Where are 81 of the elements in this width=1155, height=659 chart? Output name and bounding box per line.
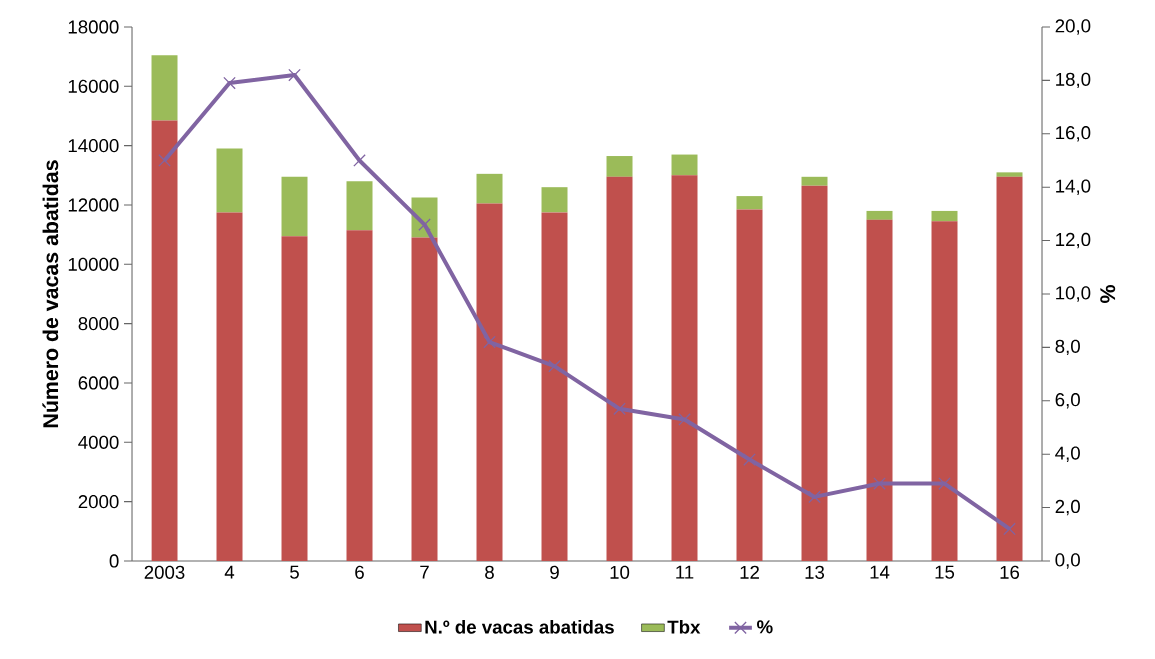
y-tick-label: 16000 xyxy=(68,79,119,93)
y2-tick-label: 8,0 xyxy=(1055,339,1080,356)
bar xyxy=(801,185,828,561)
y-tick-label: 14000 xyxy=(68,139,119,153)
bar xyxy=(541,212,568,561)
point xyxy=(938,477,951,490)
point xyxy=(288,68,301,82)
point xyxy=(418,218,431,231)
bar xyxy=(931,210,958,222)
x-tick-label: 15 xyxy=(935,565,955,579)
bar xyxy=(866,219,893,561)
x-tick-label: 16 xyxy=(1000,565,1020,579)
legend-label: Tbx xyxy=(667,619,701,634)
bar xyxy=(151,55,178,121)
y-tick-label: 8000 xyxy=(78,317,119,331)
point xyxy=(678,413,691,426)
bar xyxy=(216,212,243,561)
point xyxy=(613,402,626,416)
x-tick-label: 7 xyxy=(420,565,429,579)
y2-tick-label: 12,0 xyxy=(1056,232,1091,249)
y2-axis-title: % xyxy=(1100,285,1116,303)
y-tick-label: 2000 xyxy=(78,495,119,509)
y-tick-label: 6000 xyxy=(78,376,119,390)
point xyxy=(808,490,821,504)
bar xyxy=(606,176,633,561)
bar xyxy=(671,175,698,561)
bar xyxy=(736,196,763,210)
y-tick-label: 18000 xyxy=(68,20,119,34)
point xyxy=(483,335,496,349)
x-tick-label: 12 xyxy=(740,565,759,579)
bar xyxy=(281,176,308,237)
point xyxy=(158,154,171,167)
x-tick-label: 5 xyxy=(290,565,299,579)
y2-tick-label: 18,0 xyxy=(1056,72,1091,89)
x-tick-label: 4 xyxy=(224,565,235,579)
x-tick-label: 2003 xyxy=(144,565,185,579)
bar xyxy=(671,154,698,176)
y2-tick-label: 0,0 xyxy=(1055,553,1080,569)
point xyxy=(223,76,236,90)
bar xyxy=(216,148,243,213)
bar xyxy=(346,230,373,561)
bar xyxy=(996,172,1023,177)
y-axis-title: Número de vacas abatidas xyxy=(42,160,59,428)
point xyxy=(548,359,561,373)
bar xyxy=(281,236,308,561)
bar xyxy=(151,120,178,561)
y-tick-label: 10000 xyxy=(68,257,119,271)
bar xyxy=(541,187,568,213)
point xyxy=(353,154,366,167)
x-tick-label: 10 xyxy=(610,565,630,579)
y2-tick-label: 10,0 xyxy=(1056,286,1091,302)
bar xyxy=(996,176,1023,561)
bar xyxy=(801,176,828,186)
y2-tick-label: 14,0 xyxy=(1056,179,1091,195)
y2-tick-label: 20,0 xyxy=(1055,19,1091,35)
point xyxy=(873,477,886,490)
bar xyxy=(346,181,373,231)
x-tick-label: 11 xyxy=(676,565,694,579)
y2-tick-label: 16,0 xyxy=(1056,126,1091,142)
bar xyxy=(411,237,438,561)
bar xyxy=(606,156,633,177)
x-tick-label: 14 xyxy=(870,565,890,579)
bar xyxy=(476,203,503,561)
y2-tick-label: 6,0 xyxy=(1055,393,1080,409)
x-tick-label: 6 xyxy=(355,565,364,579)
y2-tick-label: 4,0 xyxy=(1055,446,1080,462)
bar xyxy=(736,209,763,561)
legend-label: % xyxy=(757,620,773,634)
bar xyxy=(931,221,958,561)
x-tick-label: 9 xyxy=(550,565,559,579)
x-tick-label: 13 xyxy=(805,565,825,579)
y2-tick-label: 2,0 xyxy=(1055,499,1080,516)
point xyxy=(1003,522,1016,536)
y-tick-label: 4000 xyxy=(78,435,119,449)
point xyxy=(743,453,756,466)
x-tick-label: 8 xyxy=(485,565,494,579)
legend-label: N.º de vacas abatidas xyxy=(425,619,614,634)
bar xyxy=(476,173,503,204)
y-tick-label: 0 xyxy=(109,554,119,568)
bar xyxy=(866,210,893,220)
y-tick-label: 12000 xyxy=(68,198,119,212)
